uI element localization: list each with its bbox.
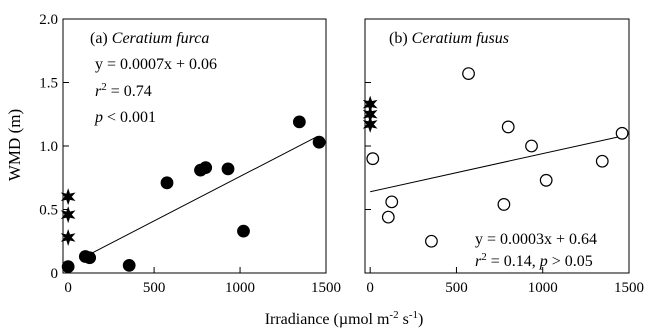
x-tick-label-a-1: 500 <box>143 280 166 296</box>
x-axis-label: Irradiance (µmol m-2 s-1) <box>265 309 424 328</box>
panel-a-equation: y = 0.0007x + 0.06 <box>95 56 217 73</box>
panel-b-title: (b) Ceratium fusus <box>389 30 509 47</box>
panel-a-r2: r2 = 0.74 <box>95 81 152 100</box>
data-point-b-1 <box>381 210 395 224</box>
data-point-b-8 <box>539 173 553 187</box>
data-point-a-7 <box>221 162 235 176</box>
y-tick-label-3: 1.5 <box>39 76 58 92</box>
panel-a-annotations: (a) Ceratium furca y = 0.0007x + 0.06 r2… <box>90 30 217 126</box>
data-point-b-6 <box>501 120 515 134</box>
panel-b-annotations: (b) Ceratium fusus y = 0.0003x + 0.64 r2… <box>389 30 597 270</box>
star-point-a-0 <box>60 228 76 246</box>
panel-b-x-ticks: 0 500 1000 1500 <box>366 267 644 296</box>
panel-b-equation: y = 0.0003x + 0.64 <box>475 231 597 248</box>
star-point-a-2 <box>60 188 76 206</box>
star-point-a-1 <box>60 206 76 224</box>
data-point-a-6 <box>199 161 213 174</box>
data-point-a-4 <box>160 176 174 190</box>
data-point-a-0 <box>61 260 75 274</box>
panel-a-marks <box>60 115 326 274</box>
x-tick-label-a-0: 0 <box>64 280 72 296</box>
data-point-b-10 <box>615 126 629 140</box>
x-tick-label-b-2: 1000 <box>528 280 558 296</box>
x-tick-label-b-1: 500 <box>445 280 468 296</box>
star-point-b-1 <box>362 105 378 123</box>
data-point-a-2 <box>83 251 97 265</box>
data-point-b-7 <box>525 139 538 153</box>
data-point-a-3 <box>122 258 136 272</box>
data-point-b-0 <box>366 152 380 166</box>
y-tick-label-0: 0 <box>51 266 59 282</box>
y-tick-label-4: 2.0 <box>39 12 58 28</box>
panel-b-r2-p: r2 = 0.14, p > 0.05 <box>475 251 593 270</box>
data-point-b-9 <box>595 154 609 168</box>
data-point-b-2 <box>385 195 399 209</box>
fit-line-a <box>84 136 318 258</box>
data-point-b-4 <box>462 67 475 81</box>
data-point-b-5 <box>497 198 511 211</box>
panel-b-fit <box>370 135 621 193</box>
x-tick-label-a-3: 1500 <box>311 280 341 296</box>
panel-b: 0 500 1000 1500 (b) Ceratium fusus y = 0.00… <box>362 18 644 296</box>
fit-line-b <box>370 135 621 193</box>
panel-b-y-ticks <box>365 18 371 274</box>
y-tick-label-1: 0.5 <box>39 203 58 219</box>
panel-a-title: (a) Ceratium furca <box>90 30 209 47</box>
panel-b-marks <box>362 67 629 248</box>
panel-a: 0 0.5 1.0 1.5 2.0 0 500 1000 1500 (a) Ceratium … <box>39 12 341 296</box>
data-point-a-8 <box>237 224 250 238</box>
data-point-a-9 <box>292 115 306 129</box>
panel-a-y-ticks: 0 0.5 1.0 1.5 2.0 <box>39 12 69 282</box>
panel-a-fit <box>84 136 318 258</box>
x-tick-label-b-3: 1500 <box>614 280 644 296</box>
y-axis-label: WMD (m) <box>5 109 24 181</box>
y-tick-label-2: 1.0 <box>39 139 58 155</box>
panel-a-x-ticks: 0 500 1000 1500 <box>64 267 341 296</box>
data-point-b-3 <box>425 234 438 248</box>
panel-a-p: p < 0.001 <box>94 109 156 126</box>
x-tick-label-a-2: 1000 <box>225 280 255 296</box>
star-point-b-0 <box>362 115 378 133</box>
x-tick-label-b-0: 0 <box>366 280 374 296</box>
data-point-a-10 <box>312 135 326 149</box>
star-point-b-2 <box>362 95 378 113</box>
